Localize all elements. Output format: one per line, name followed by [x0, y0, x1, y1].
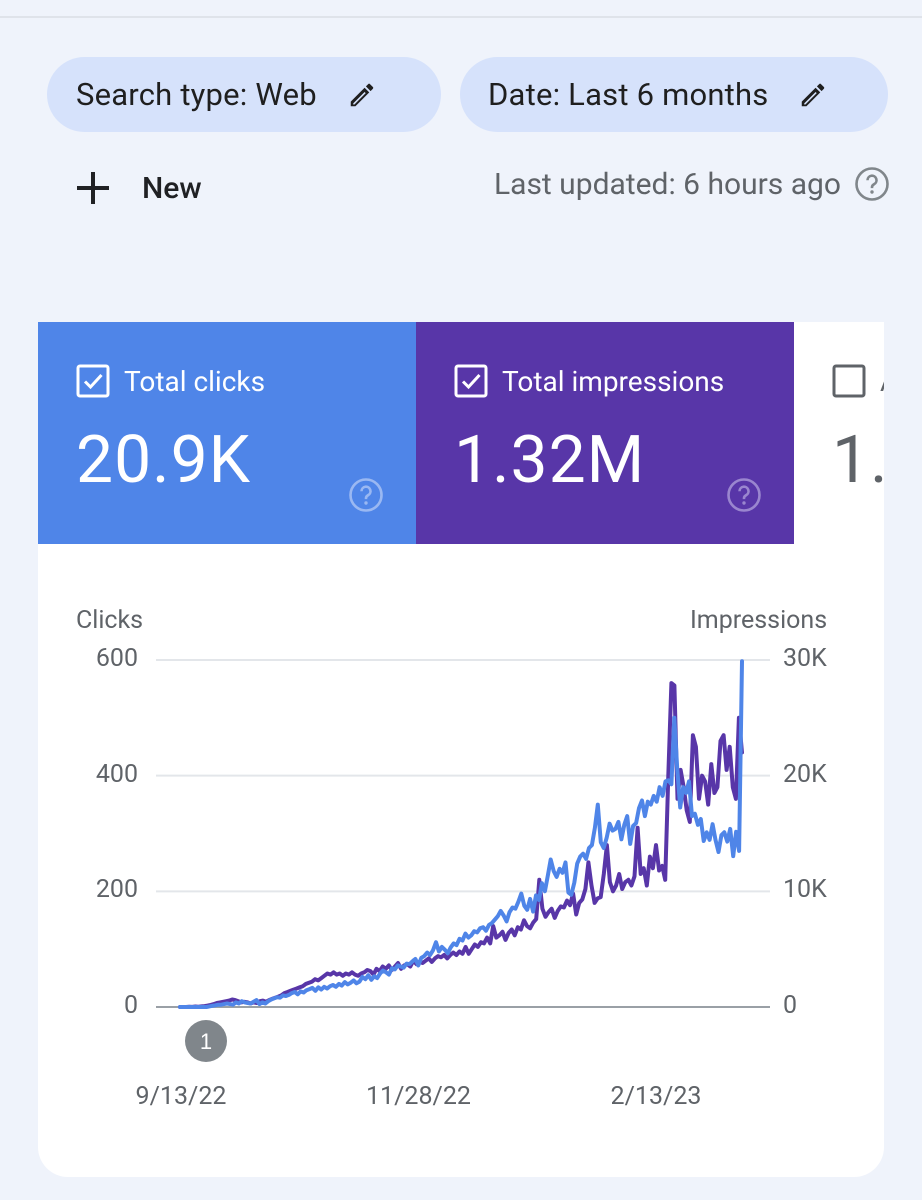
- x-axis-tick-label: 2/13/23: [610, 1082, 702, 1111]
- x-axis-tick-label: 11/28/22: [366, 1082, 471, 1111]
- annotation-label: 1: [200, 1029, 212, 1054]
- average-ctr-label: A: [880, 365, 884, 398]
- left-axis-tick-label: 600: [95, 644, 138, 673]
- new-button-label: New: [142, 170, 202, 206]
- last-updated-text: Last updated: 6 hours ago: [493, 166, 841, 202]
- right-axis-tick-label: 30K: [783, 644, 827, 673]
- edit-pencil-icon: [350, 83, 374, 106]
- checkbox-checked-icon[interactable]: [454, 364, 488, 398]
- help-icon[interactable]: [348, 477, 384, 513]
- right-axis-title: Impressions: [690, 606, 828, 635]
- checkbox-checked-icon[interactable]: [76, 364, 110, 398]
- checkbox-unchecked-icon[interactable]: [832, 364, 866, 398]
- average-ctr-value: 1.: [832, 422, 884, 499]
- annotation-marker[interactable]: 1: [185, 1020, 227, 1062]
- help-icon[interactable]: [854, 166, 890, 202]
- right-axis-tick-label: 0: [783, 991, 798, 1020]
- x-axis-tick-label: 9/13/22: [135, 1082, 227, 1111]
- performance-chart[interactable]: 1: [38, 322, 884, 1177]
- performance-card: Total clicks 20.9K Total impressions 1.3…: [38, 322, 884, 1177]
- left-axis-title: Clicks: [76, 606, 144, 635]
- edit-pencil-icon: [802, 83, 825, 106]
- total-clicks-value: 20.9K: [76, 422, 252, 499]
- search-type-filter-chip[interactable]: Search type: Web: [47, 57, 441, 132]
- search-type-filter-label: Search type: Web: [76, 76, 317, 113]
- impressions-series-line[interactable]: [178, 681, 744, 1009]
- total-clicks-tile[interactable]: Total clicks 20.9K: [38, 322, 416, 544]
- left-axis-tick-label: 0: [123, 991, 138, 1020]
- left-axis-tick-label: 200: [95, 875, 138, 905]
- left-axis-tick-label: 400: [95, 759, 138, 789]
- total-impressions-label: Total impressions: [502, 364, 725, 398]
- top-divider: [0, 16, 922, 18]
- right-axis-tick-label: 10K: [783, 875, 827, 905]
- right-axis-tick-label: 20K: [783, 759, 827, 789]
- total-impressions-value: 1.32M: [454, 422, 646, 499]
- total-clicks-label: Total clicks: [124, 364, 266, 398]
- help-icon[interactable]: [726, 477, 762, 513]
- clicks-series-line[interactable]: [178, 659, 744, 1009]
- total-impressions-tile[interactable]: Total impressions 1.32M: [416, 322, 794, 544]
- plus-icon: [77, 172, 109, 204]
- last-updated-status: Last updated: 6 hours ago: [494, 166, 890, 202]
- date-filter-chip[interactable]: Date: Last 6 months: [460, 57, 888, 132]
- date-filter-label: Date: Last 6 months: [488, 76, 769, 113]
- average-ctr-tile[interactable]: A 1.: [794, 322, 884, 544]
- new-filter-button[interactable]: New: [74, 164, 202, 212]
